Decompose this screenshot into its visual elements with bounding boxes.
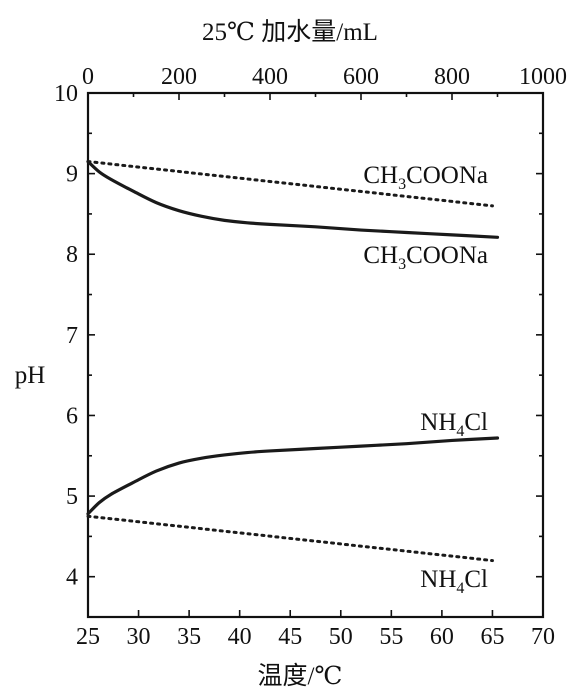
x-bottom-tick-label: 50: [329, 624, 353, 650]
x-bottom-tick-label: 70: [531, 624, 555, 650]
y-tick-label: 9: [66, 162, 78, 188]
x-top-tick-label: 800: [434, 64, 470, 90]
x-bottom-tick-label: 65: [480, 624, 504, 650]
series-label: NH4Cl: [420, 566, 488, 597]
y-tick-label: 4: [66, 565, 78, 591]
series-line: [86, 159, 500, 239]
x-bottom-tick-label: 45: [278, 624, 302, 650]
y-tick-label: 6: [66, 403, 78, 429]
series-label: CH3COONa: [363, 242, 488, 273]
x-top-tick-label: 600: [343, 64, 379, 90]
series-labels: CH3COONa CH3COONa NH4Cl NH4Cl: [363, 162, 488, 597]
curves: [86, 159, 500, 563]
series-line: [86, 514, 494, 563]
y-tick-label: 10: [54, 81, 78, 107]
x-bottom-tick-label: 60: [430, 624, 454, 650]
y-tick-label: 8: [66, 242, 78, 268]
bottom-axis-title: 温度/℃: [258, 662, 343, 690]
x-bottom-tick-label: 25: [76, 624, 100, 650]
x-top-tick-label: 0: [82, 64, 94, 90]
x-top-tick-label: 1000: [519, 64, 567, 90]
x-bottom-tick-label: 35: [177, 624, 201, 650]
top-axis-title: 25℃ 加水量/mL: [202, 18, 378, 46]
x-bottom-tick-label: 30: [127, 624, 151, 650]
series-line: [86, 160, 494, 208]
x-bottom-tick-label: 55: [379, 624, 403, 650]
x-bottom-tick-label: 40: [228, 624, 252, 650]
x-top-tick-label: 200: [161, 64, 197, 90]
y-tick-label: 7: [66, 323, 78, 349]
series-label: NH4Cl: [420, 409, 488, 440]
x-top-tick-label: 400: [252, 64, 288, 90]
ticks: [87, 92, 544, 618]
y-tick-label: 5: [66, 484, 78, 510]
series-line: [86, 436, 500, 516]
series-label: CH3COONa: [363, 162, 488, 193]
y-axis-title: pH: [15, 362, 46, 389]
